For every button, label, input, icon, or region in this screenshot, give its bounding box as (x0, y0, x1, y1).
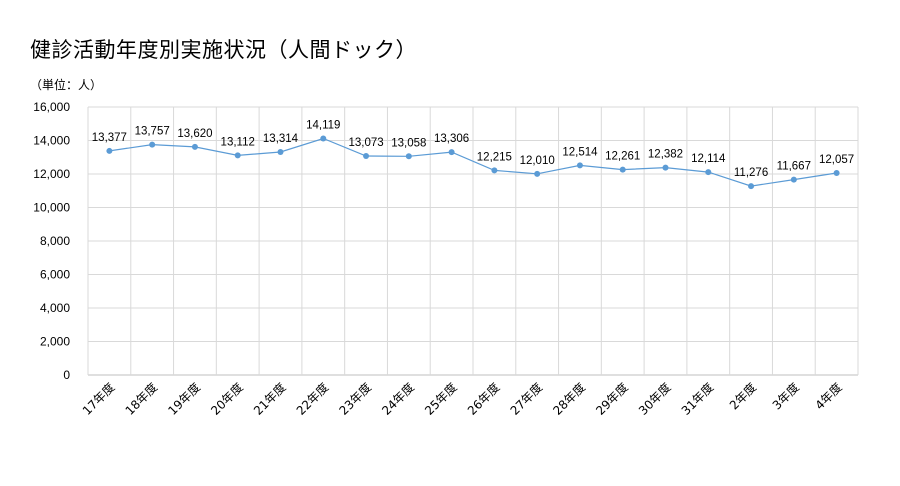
x-tick-label: 30年度 (635, 380, 673, 418)
data-point (705, 169, 712, 176)
x-tick-label: 20年度 (207, 380, 245, 418)
data-point (363, 153, 370, 160)
data-point (491, 167, 498, 174)
data-point (790, 176, 797, 183)
data-point (191, 143, 198, 150)
data-label: 13,620 (177, 128, 212, 140)
chart-title: 健診活動年度別実施状況（人間ドック） (30, 38, 417, 62)
y-tick-label: 10,000 (33, 201, 70, 215)
x-tick-label: 21年度 (250, 380, 288, 418)
data-point (748, 183, 755, 190)
data-point (576, 162, 583, 169)
data-label: 12,114 (691, 153, 726, 165)
data-label: 11,667 (777, 161, 811, 173)
series-line (109, 137, 837, 187)
x-tick-label: 2年度 (726, 380, 759, 413)
y-tick-label: 8,000 (40, 234, 70, 248)
x-tick-label: 22年度 (293, 380, 331, 418)
data-point (448, 149, 455, 156)
y-tick-label: 4,000 (40, 301, 70, 315)
unit-label: （単位：人） (30, 78, 103, 92)
x-tick-label: 25年度 (421, 380, 459, 418)
x-tick-label: 4年度 (812, 380, 845, 413)
data-label: 13,112 (221, 136, 255, 148)
data-label: 12,215 (477, 151, 512, 163)
x-tick-label: 31年度 (678, 380, 716, 418)
data-point (662, 164, 669, 171)
data-label: 12,382 (648, 149, 683, 161)
x-tick-label: 19年度 (165, 380, 203, 418)
y-tick-label: 2,000 (40, 335, 70, 349)
x-tick-label: 27年度 (507, 380, 545, 418)
data-point (277, 148, 284, 155)
data-label: 13,073 (348, 137, 383, 149)
data-point (534, 170, 541, 177)
data-label: 13,757 (135, 126, 170, 138)
data-label: 11,276 (734, 167, 768, 179)
data-label: 12,057 (819, 154, 854, 166)
x-tick-label: 24年度 (379, 380, 417, 418)
x-tick-label: 23年度 (336, 380, 374, 418)
x-tick-label: 26年度 (464, 380, 502, 418)
data-label: 12,261 (605, 151, 640, 163)
x-tick-label: 28年度 (550, 380, 588, 418)
y-tick-label: 16,000 (33, 100, 70, 114)
data-point (320, 135, 327, 142)
data-label: 12,010 (520, 155, 555, 167)
data-label: 12,514 (562, 146, 598, 158)
data-point (833, 170, 840, 177)
data-point (619, 166, 626, 173)
data-label: 13,377 (92, 132, 127, 144)
data-point (149, 141, 156, 148)
y-tick-label: 0 (63, 368, 70, 382)
data-point (106, 147, 113, 154)
x-tick-label: 17年度 (79, 380, 117, 418)
x-tick-label: 29年度 (592, 380, 630, 418)
data-point (234, 152, 241, 159)
y-tick-label: 6,000 (40, 268, 70, 282)
data-label: 13,314 (263, 133, 299, 145)
y-tick-label: 12,000 (33, 167, 70, 181)
data-point (405, 153, 412, 160)
data-label: 14,119 (306, 120, 340, 132)
x-tick-label: 18年度 (122, 380, 160, 418)
data-label: 13,058 (391, 137, 426, 149)
x-tick-label: 3年度 (769, 380, 802, 413)
y-tick-label: 14,000 (33, 134, 70, 148)
data-label: 13,306 (434, 133, 469, 145)
